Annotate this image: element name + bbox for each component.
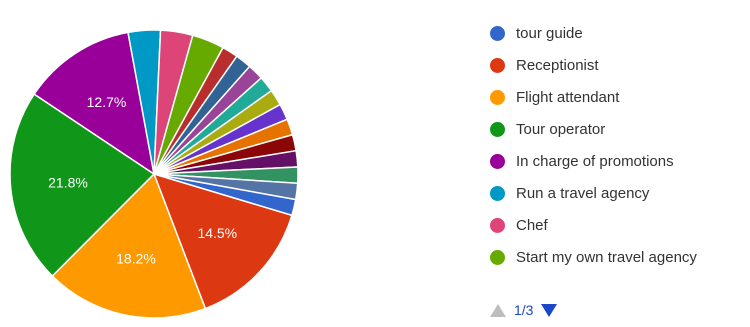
legend-item[interactable]: Receptionist (490, 49, 750, 81)
legend-swatch (490, 89, 505, 105)
legend-label: tour guide (516, 24, 583, 42)
legend-item[interactable]: Start my own travel agency (490, 241, 750, 273)
legend-swatch (490, 217, 505, 233)
pie-slice-in-charge-of-promotions[interactable] (33, 31, 156, 176)
pie-slice[interactable] (153, 173, 299, 201)
legend: tour guide Receptionist Flight attendant… (490, 17, 750, 273)
legend-label: In charge of promotions (516, 152, 674, 170)
pager-page-indicator: 1/3 (514, 302, 534, 318)
pie-slice-tour-operator[interactable] (9, 93, 156, 278)
legend-label: Tour operator (516, 120, 606, 138)
legend-swatch (490, 153, 505, 169)
pie-slice-receptionist[interactable] (152, 172, 293, 310)
legend-swatch (490, 121, 505, 137)
slice-data-label: 12.7% (87, 94, 127, 110)
legend-swatch (490, 25, 505, 41)
pie-chart: 14.5% 18.2% 21.8% 12.7% (0, 0, 310, 327)
legend-label: Start my own travel agency (516, 248, 697, 266)
legend-label: Receptionist (516, 56, 599, 74)
legend-swatch (490, 57, 505, 73)
legend-swatch (490, 185, 505, 201)
triangle-up-icon[interactable] (490, 303, 506, 317)
legend-label: Chef (516, 216, 548, 234)
slice-data-label: 21.8% (48, 175, 88, 191)
legend-item[interactable]: In charge of promotions (490, 145, 750, 177)
legend-item[interactable]: Tour operator (490, 113, 750, 145)
legend-item[interactable]: tour guide (490, 17, 750, 49)
legend-item[interactable]: Chef (490, 209, 750, 241)
pie-slice-flight-attendant[interactable] (51, 172, 207, 319)
legend-pager: 1/3 (490, 300, 558, 320)
legend-swatch (490, 249, 505, 265)
slice-data-label: 14.5% (197, 225, 237, 241)
pie-chart-svg: 14.5% 18.2% 21.8% 12.7% (9, 29, 299, 319)
slice-data-label: 18.2% (116, 251, 156, 267)
triangle-down-icon[interactable] (541, 303, 558, 317)
legend-label: Run a travel agency (516, 184, 650, 202)
legend-item[interactable]: Flight attendant (490, 81, 750, 113)
legend-item[interactable]: Run a travel agency (490, 177, 750, 209)
legend-label: Flight attendant (516, 88, 620, 106)
